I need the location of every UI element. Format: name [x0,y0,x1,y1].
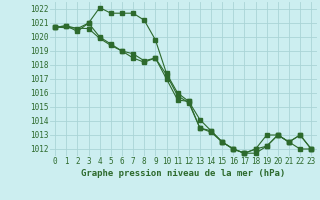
X-axis label: Graphe pression niveau de la mer (hPa): Graphe pression niveau de la mer (hPa) [81,169,285,178]
